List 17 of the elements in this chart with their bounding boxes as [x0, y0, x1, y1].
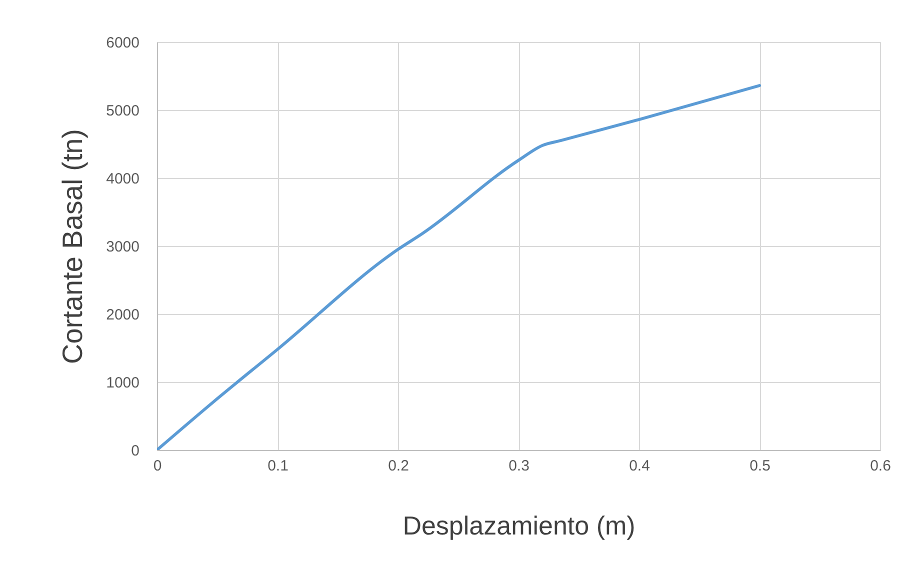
x-tick-label: 0.3: [508, 458, 530, 474]
y-tick-label: 2000: [106, 306, 140, 324]
x-tick-label: 0.4: [629, 458, 650, 474]
x-tick-label: 0.1: [268, 458, 288, 474]
x-tick-label: 0.5: [750, 458, 770, 474]
y-tick-label: 6000: [106, 34, 140, 52]
x-tick-label: 0.6: [870, 458, 891, 474]
y-tick-label: 4000: [106, 170, 140, 188]
y-tick-label: 1000: [106, 374, 140, 392]
x-tick-label: 0.2: [388, 458, 409, 474]
line-series: [157, 84, 761, 450]
x-tick-label: 0: [153, 458, 162, 474]
y-tick-label: 0: [131, 442, 140, 460]
y-tick-label: 3000: [106, 238, 140, 256]
y-axis-title: Cortante Basal (tn): [57, 129, 88, 364]
y-tick-label: 5000: [106, 102, 140, 120]
x-axis-title: Desplazamiento (m): [402, 510, 636, 540]
